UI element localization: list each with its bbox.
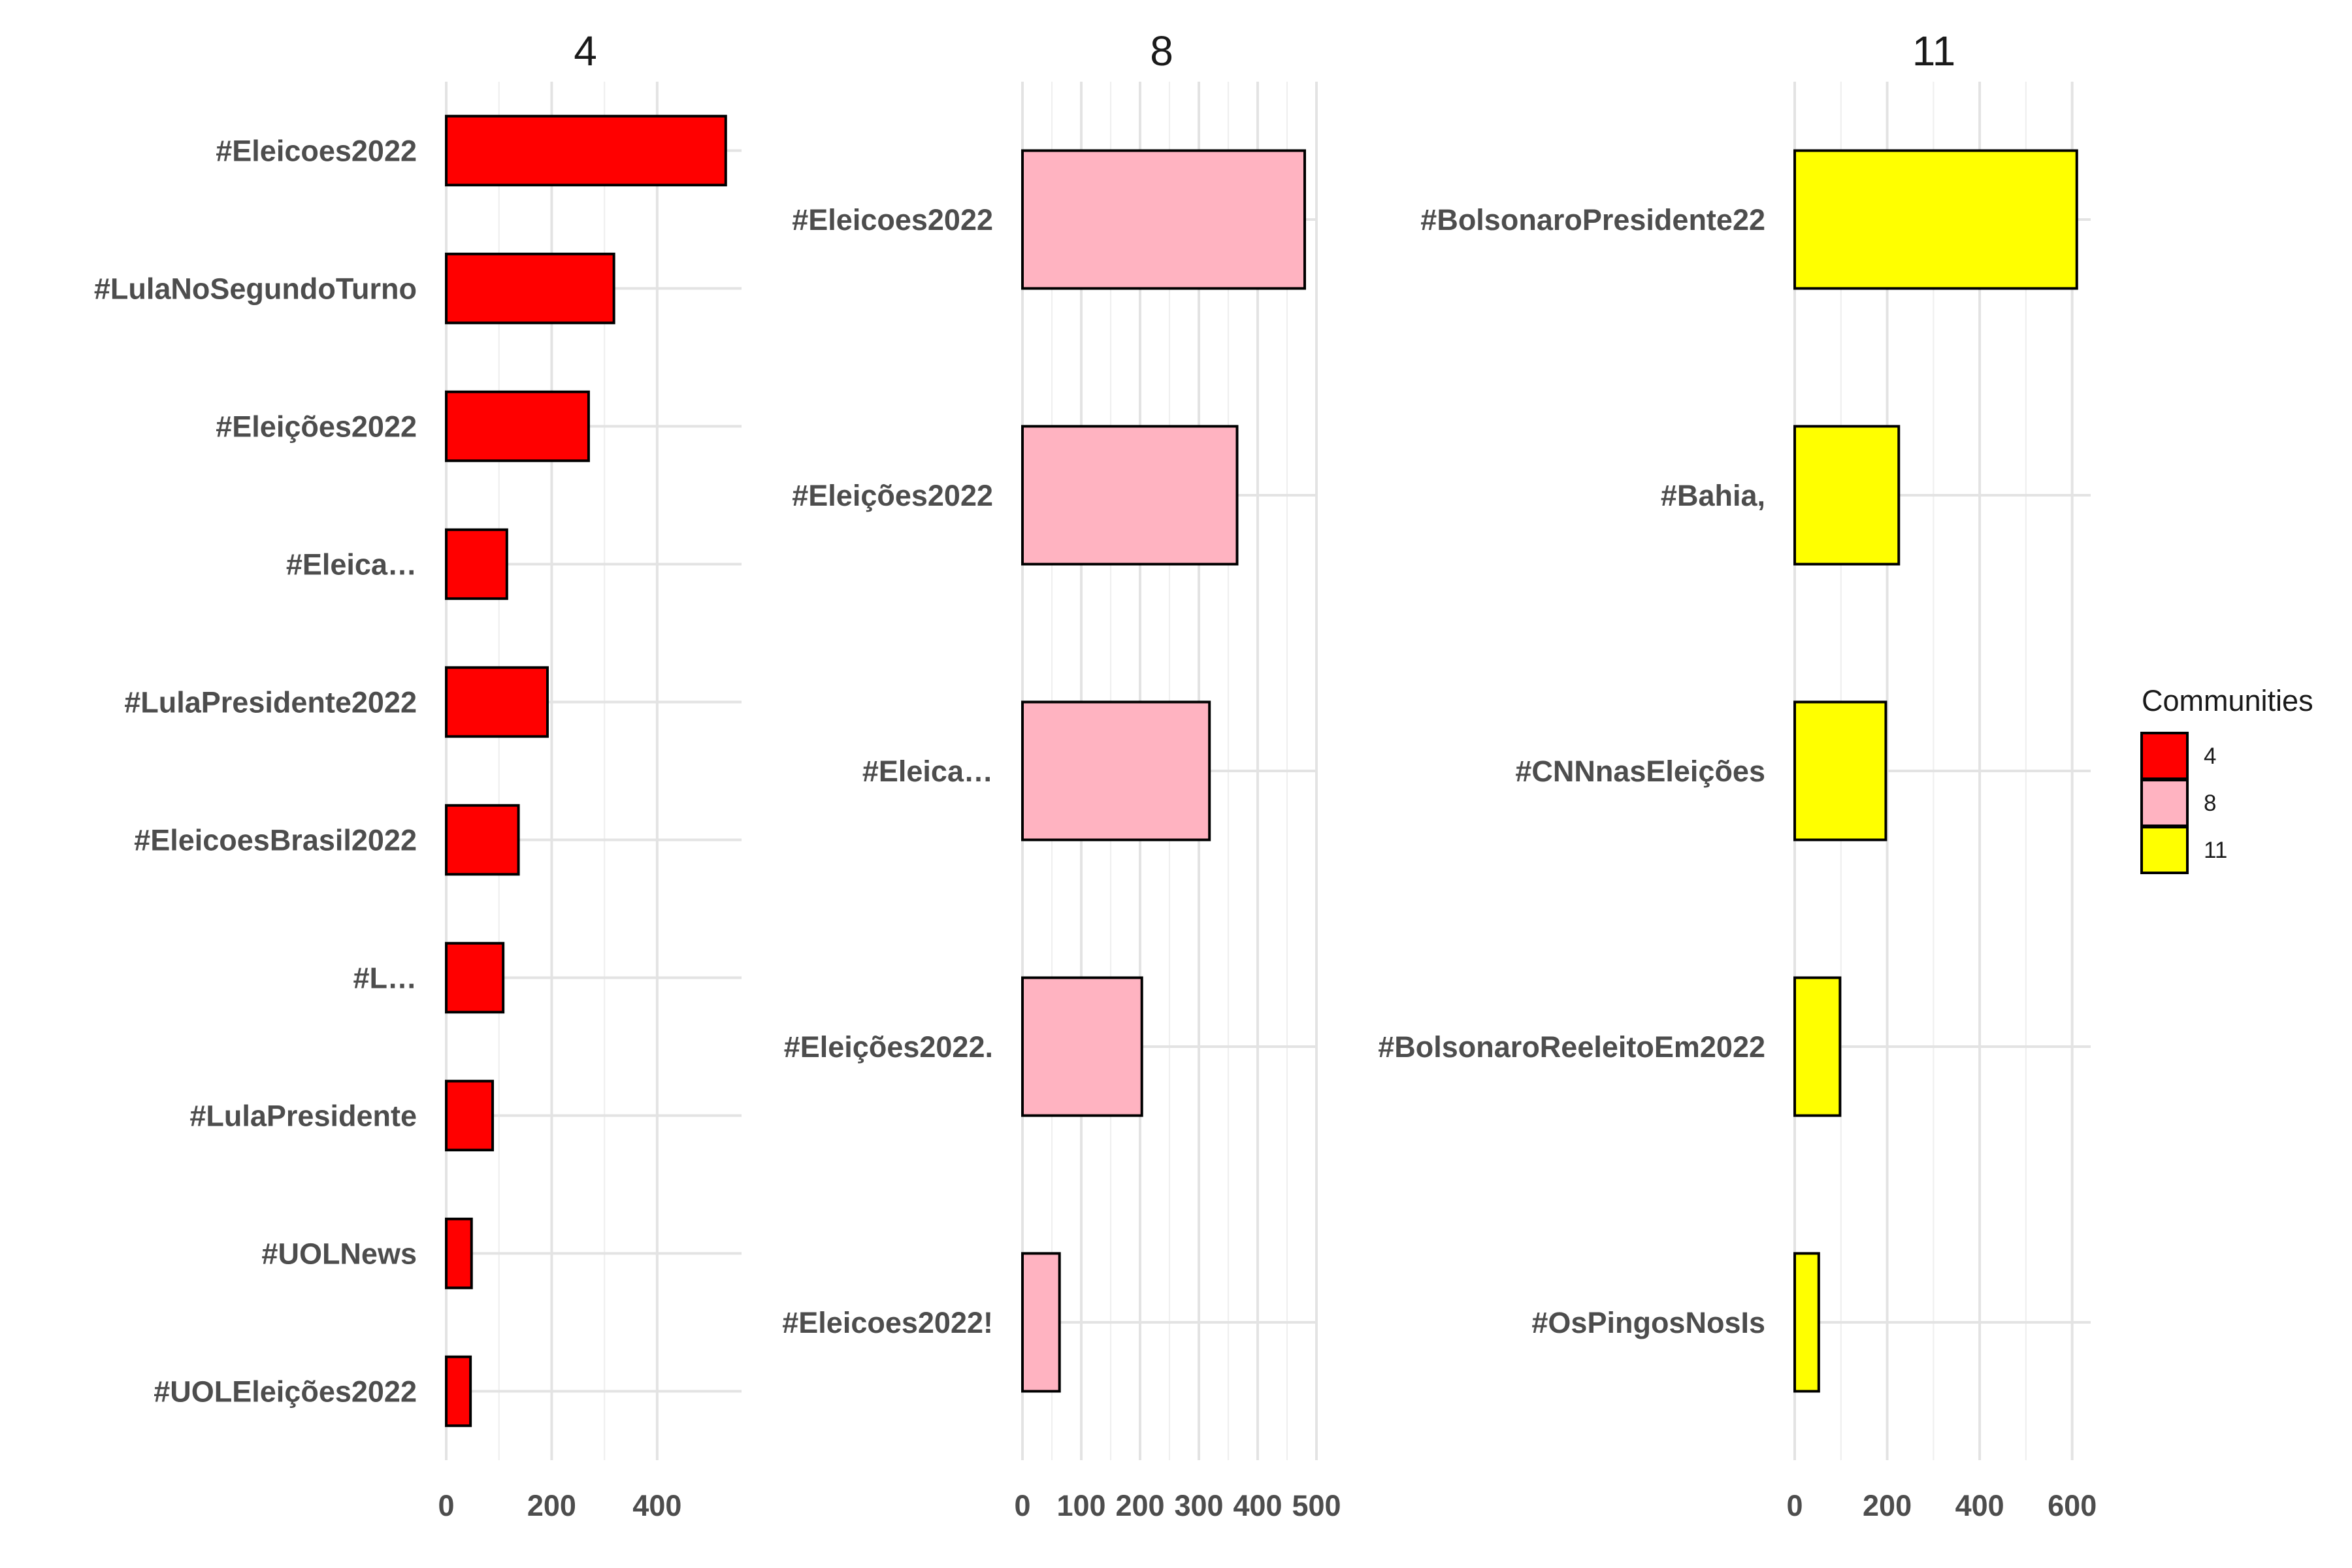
bar (445, 1217, 473, 1290)
legend-key (2140, 732, 2189, 780)
bar (1021, 976, 1143, 1117)
x-tick-label: 400 (1233, 1489, 1282, 1522)
bar (445, 666, 549, 738)
bar (445, 252, 615, 325)
bar (1793, 425, 1901, 566)
bar (445, 390, 590, 463)
category-label: #Eleica… (286, 548, 417, 581)
x-tick-label: 0 (1786, 1489, 1803, 1522)
facet-title: 4 (574, 27, 597, 74)
category-label: #UOLNews (261, 1237, 417, 1271)
x-tick-label: 0 (438, 1489, 454, 1522)
x-tick-label: 0 (1014, 1489, 1030, 1522)
legend-label: 8 (2204, 791, 2216, 816)
facet-title: 8 (1150, 27, 1173, 74)
facet-panel-4: 4 #Eleicoes2022 #LulaNoSegundoTurno #Eleiçõ… (94, 27, 742, 1522)
category-label: #LulaPresidente2022 (124, 686, 417, 719)
legend-label: 11 (2204, 838, 2227, 863)
category-label: #OsPingosNosIs (1531, 1306, 1765, 1339)
category-label: #Eleicoes2022! (782, 1306, 993, 1339)
x-tick-label: 600 (2048, 1489, 2097, 1522)
category-label: #Eleições2022 (792, 479, 993, 512)
facet-panel-11: 11 #BolsonaroPresidente22 #Bahia, #CNNnasEl… (1378, 27, 2097, 1522)
facet-title: 11 (1912, 27, 1955, 74)
x-tick-label: 200 (1115, 1489, 1164, 1522)
category-label: #EleicoesBrasil2022 (134, 824, 417, 857)
x-tick-label: 200 (527, 1489, 576, 1522)
bar (445, 528, 508, 600)
bar (445, 1355, 472, 1428)
category-label: #UOLEleições2022 (154, 1375, 417, 1409)
legend-title: Communities (2142, 684, 2313, 717)
x-tick-label: 300 (1174, 1489, 1223, 1522)
legend-key (2140, 826, 2189, 874)
category-label: #LulaNoSegundoTurno (94, 272, 417, 306)
category-label: #Eleições2022 (216, 410, 417, 444)
x-tick-label: 500 (1292, 1489, 1341, 1522)
bar (445, 941, 505, 1014)
x-tick-label: 100 (1056, 1489, 1105, 1522)
category-label: #LulaPresidente (189, 1100, 417, 1133)
x-tick-label: 400 (1955, 1489, 2004, 1522)
bar (1021, 425, 1239, 566)
legend-label: 4 (2204, 743, 2216, 769)
category-label: #Eleições2022. (784, 1030, 993, 1064)
x-tick-label: 200 (1863, 1489, 1912, 1522)
category-label: #Bahia, (1661, 479, 1765, 512)
legend-key (2140, 779, 2189, 827)
bar (1021, 700, 1211, 841)
bar (445, 1079, 495, 1152)
category-label: #Eleicoes2022 (792, 203, 993, 237)
bar (1793, 149, 2078, 290)
category-label: #Eleica… (862, 755, 993, 788)
category-label: #BolsonaroReeleitoEm2022 (1378, 1030, 1765, 1064)
bar (445, 114, 727, 187)
facets: 4 #Eleicoes2022 #LulaNoSegundoTurno #Eleiçõ… (94, 27, 2097, 1522)
bar (1793, 1252, 1820, 1393)
category-label: #L… (353, 962, 417, 995)
bar (445, 804, 520, 876)
category-label: #BolsonaroPresidente22 (1420, 203, 1765, 237)
facet-panel-8: 8 #Eleicoes2022 #Eleições2022 #Eleica… #Elei… (782, 27, 1341, 1522)
category-label: #Eleicoes2022 (216, 135, 417, 168)
bar (1793, 700, 1887, 841)
bar (1021, 149, 1306, 290)
category-label: #CNNnasEleições (1515, 755, 1765, 788)
legend: Communities 4 8 11 (2140, 684, 2313, 874)
bar (1793, 976, 1842, 1117)
x-tick-label: 400 (632, 1489, 681, 1522)
bar (1021, 1252, 1061, 1393)
